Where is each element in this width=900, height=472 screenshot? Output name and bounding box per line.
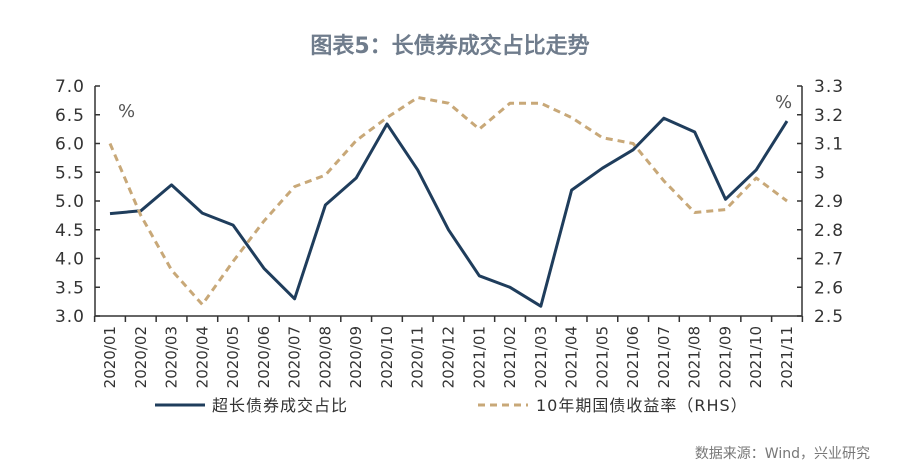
right-tick-label: 2.8 [814,221,844,241]
x-tick-label: 2021/08 [686,326,704,388]
x-tick-label: 2021/10 [747,326,765,388]
x-tick-label: 2021/01 [470,326,488,388]
right-tick-label: 2.9 [814,192,844,212]
left-unit-label: % [118,101,135,122]
right-tick-label: 2.7 [814,250,844,270]
x-tick-label: 2020/12 [440,326,458,388]
x-tick-label: 2020/04 [193,326,211,388]
right-tick-label: 3.3 [814,77,844,97]
x-tick-label: 2020/01 [101,326,119,388]
series-line-2 [108,96,788,306]
right-tick-label: 2.6 [814,278,844,298]
x-tick-label: 2020/11 [409,326,427,388]
left-tick-label: 4.0 [55,250,85,270]
left-tick-label: 5.5 [55,163,85,183]
x-tick-label: 2021/06 [624,326,642,388]
x-tick-label: 2020/07 [286,326,304,388]
x-tick-label: 2020/09 [347,326,365,388]
x-tick-label: 2020/02 [132,326,150,388]
x-tick-label: 2020/06 [255,326,273,388]
legend-label-2: 10年期国债收益率（RHS） [536,396,748,415]
x-tick-label: 2021/03 [532,326,550,388]
left-tick-label: 7.0 [55,77,85,97]
right-tick-label: 3.1 [814,135,844,155]
right-tick-label: 3 [814,163,826,183]
x-tick-label: 2021/02 [501,326,519,388]
left-tick-label: 6.0 [55,135,85,155]
left-tick-label: 3.5 [55,278,85,298]
legend-label-1: 超长债券成交占比 [212,396,348,415]
series-line-1 [109,116,789,308]
x-tick-label: 2020/08 [316,326,334,388]
left-tick-label: 4.5 [55,221,85,241]
chart-title: 图表5：长债券成交占比走势 [310,34,590,59]
source-note: 数据来源：Wind，兴业研究 [694,446,870,462]
right-unit-label: % [775,92,792,113]
x-tick-label: 2021/11 [778,326,796,388]
x-tick-label: 2020/05 [224,326,242,388]
x-tick-label: 2021/04 [563,326,581,388]
x-tick-label: 2020/03 [163,326,181,388]
x-tick-label: 2021/07 [655,326,673,388]
left-tick-label: 3.0 [55,307,85,327]
x-tick-label: 2021/05 [593,326,611,388]
right-tick-label: 2.5 [814,307,844,327]
left-tick-label: 5.0 [55,192,85,212]
x-tick-label: 2020/10 [378,326,396,388]
left-tick-label: 6.5 [55,106,85,126]
right-tick-label: 3.2 [814,106,844,126]
x-tick-label: 2021/09 [716,326,734,388]
